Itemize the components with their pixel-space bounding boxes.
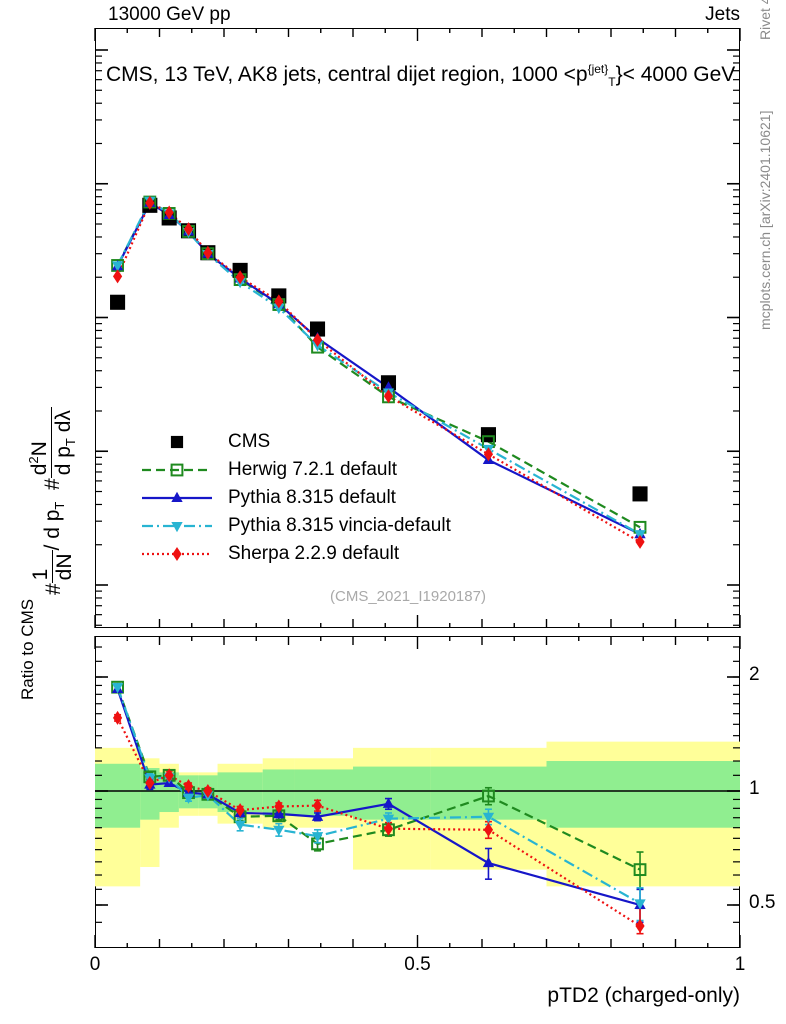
plot-title-superscript: {jet} <box>587 62 609 76</box>
legend-label: Pythia 8.315 vincia-default <box>228 515 451 536</box>
mcplots-caption: mcplots.cern.ch [arXiv:2401.10621] <box>757 111 786 346</box>
plot-title-tail: }< 4000 GeV <box>615 63 736 86</box>
legend-key-filled-square <box>140 431 214 453</box>
legend: CMS Herwig 7.2.1 default Pythia 8.315 defa… <box>140 428 451 568</box>
legend-entry[interactable]: Pythia 8.315 default <box>140 484 451 512</box>
ratio-ytick-label-right: 2 <box>749 664 760 685</box>
header-left-beam-label: 13000 GeV pp <box>108 4 231 25</box>
xtick-label: 0 <box>89 954 101 975</box>
ratio-plot-svg <box>94 636 741 948</box>
ratio-ytick-label-right: 0.5 <box>749 892 776 913</box>
main-yaxis-title: # 1 dN / d pT # d2N d pT dλ <box>0 35 78 595</box>
ratio-yaxis-title-text: Ratio to CMS <box>18 598 37 700</box>
legend-key-open-square <box>140 459 214 481</box>
main-plot-svg <box>94 28 741 628</box>
xtick-label: 0.5 <box>404 954 431 975</box>
legend-entry[interactable]: CMS <box>140 428 451 456</box>
rivet-version-caption: Rivet 4.1.0, ≥ 100k events <box>757 0 786 56</box>
ratio-ytick-label-right: 1 <box>749 778 760 799</box>
legend-key-triangle-up <box>140 487 214 509</box>
legend-label: CMS <box>228 431 271 452</box>
legend-label: Pythia 8.315 default <box>228 487 396 508</box>
legend-key-triangle-down <box>140 515 214 537</box>
legend-entry[interactable]: Pythia 8.315 vincia-default <box>140 512 451 540</box>
header-right-category-label: Jets <box>705 4 740 25</box>
xaxis-title: pTD2 (charged-only) <box>547 984 740 1007</box>
xtick-label: 1 <box>734 954 746 975</box>
plot-title: CMS, 13 TeV, AK8 jets, central dijet reg… <box>106 62 735 89</box>
plot-title-head: CMS, 13 TeV, AK8 jets, central dijet reg… <box>106 63 588 86</box>
ratio-yaxis-title: Ratio to CMS <box>18 599 119 720</box>
rivet-version-text: Rivet 4.1.0, ≥ 100k events <box>757 0 773 40</box>
mcplots-text: mcplots.cern.ch [arXiv:2401.10621] <box>757 110 773 330</box>
legend-label: Herwig 7.2.1 default <box>228 459 397 480</box>
legend-label: Sherpa 2.2.9 default <box>228 543 400 564</box>
legend-key-diamond <box>140 543 214 565</box>
legend-entry[interactable]: Herwig 7.2.1 default <box>140 456 451 484</box>
analysis-id-watermark: (CMS_2021_I1920187) <box>330 588 486 605</box>
legend-entry[interactable]: Sherpa 2.2.9 default <box>140 540 451 568</box>
plot-title-subscript: T <box>608 75 616 90</box>
